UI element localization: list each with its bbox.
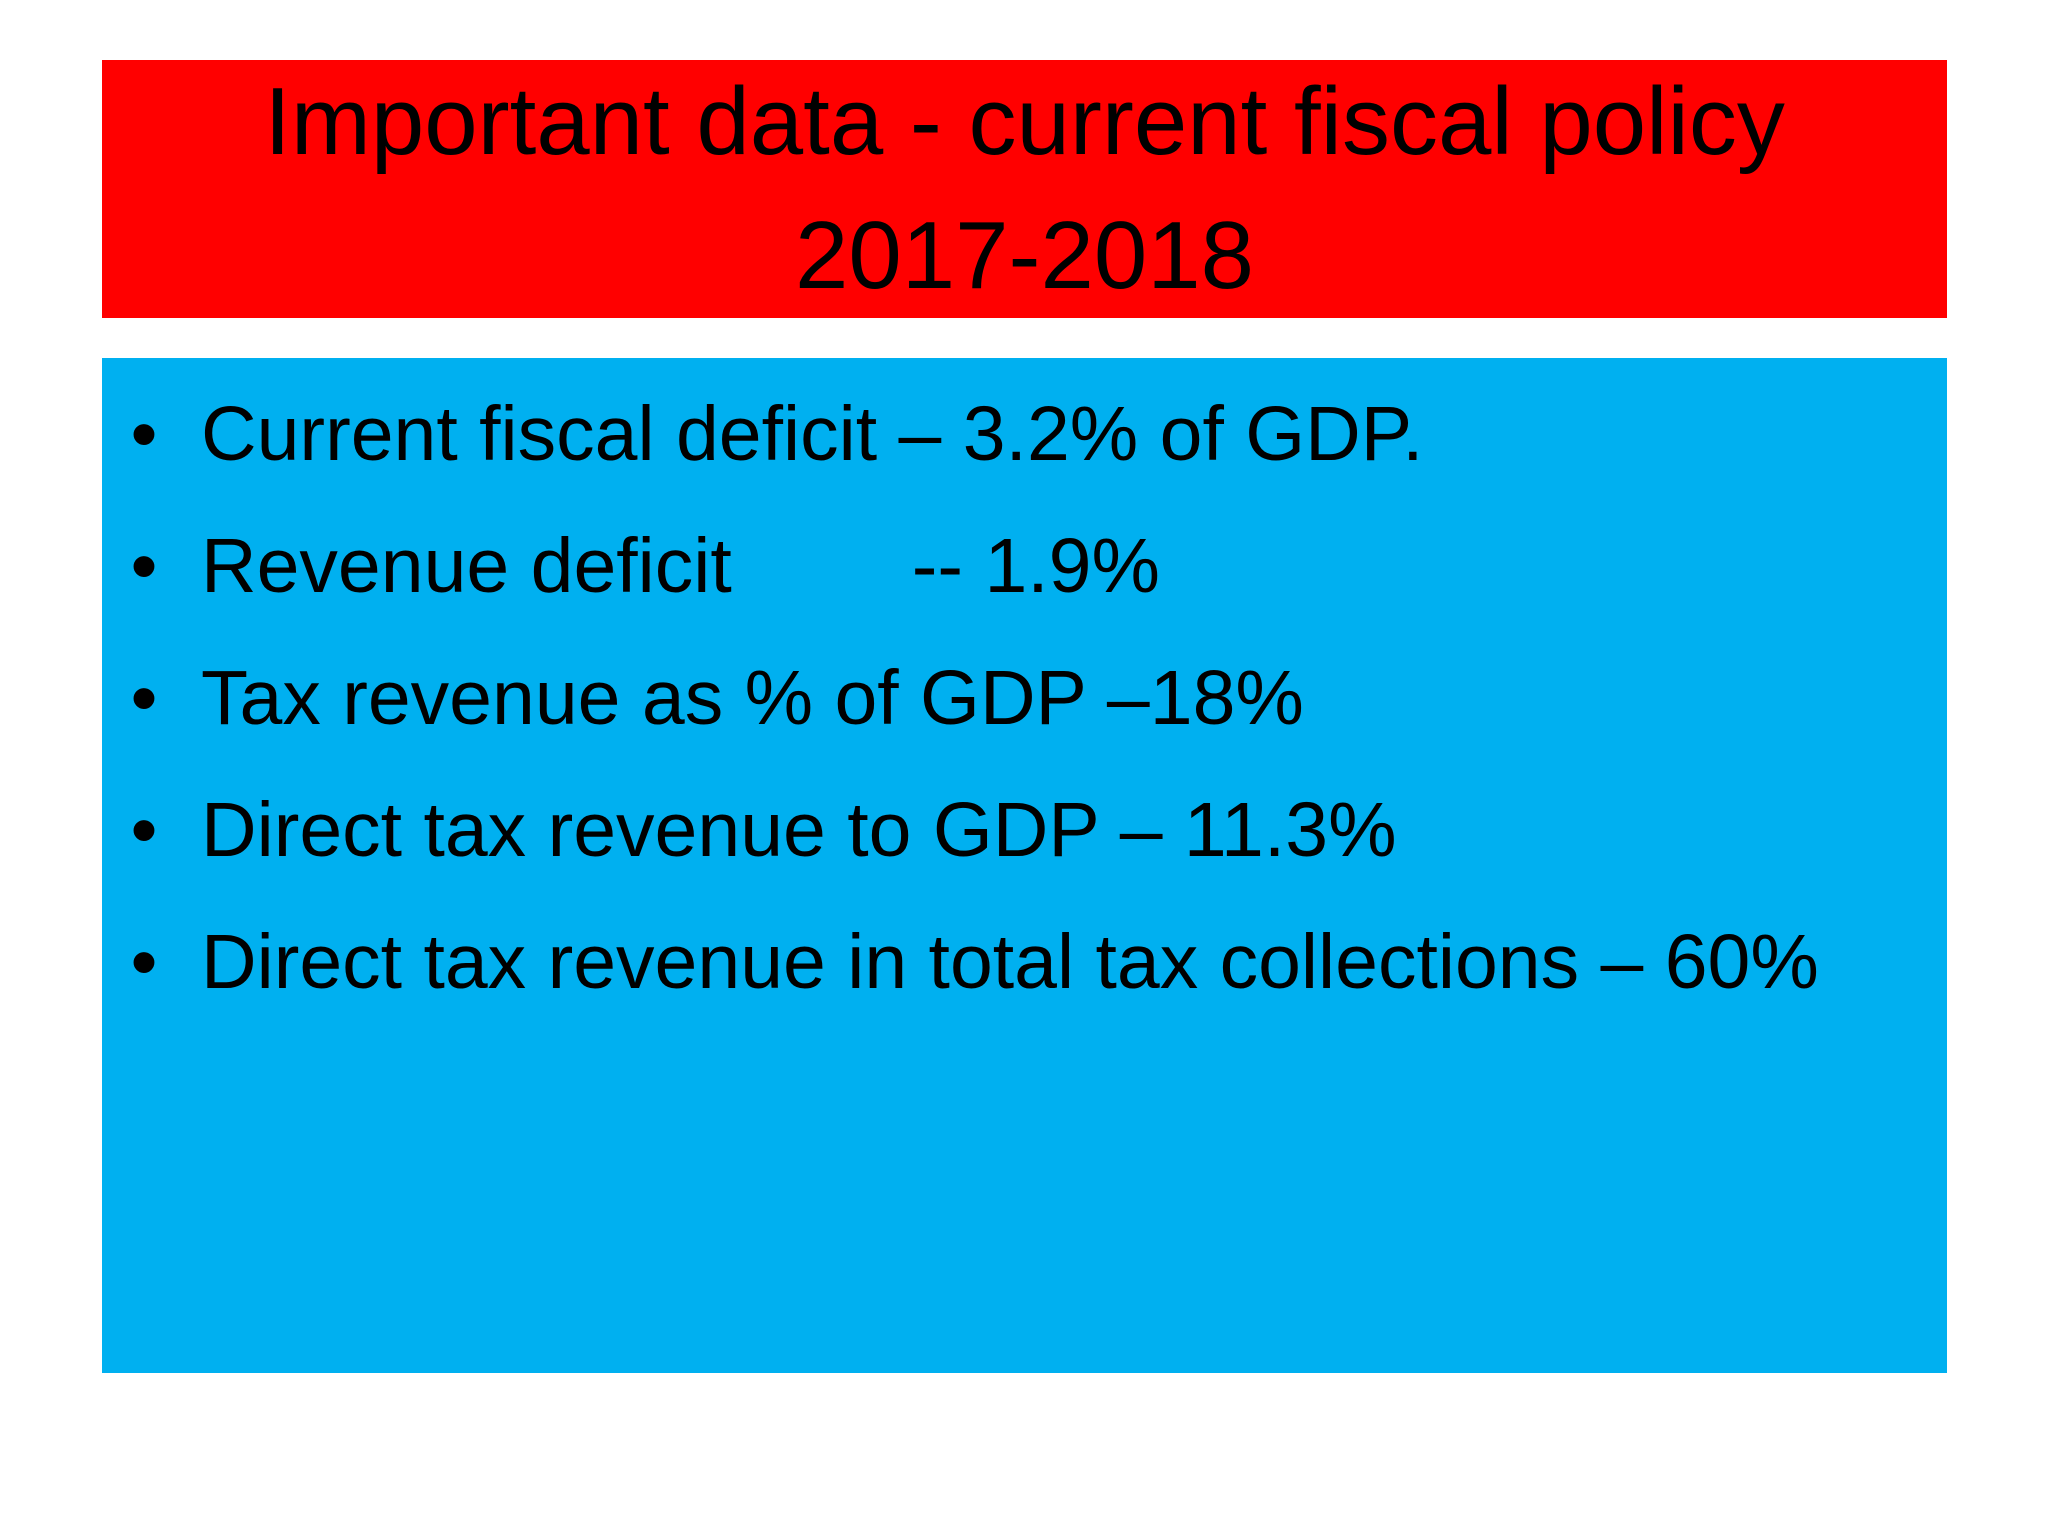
bullet-label: Revenue deficit — [201, 523, 732, 609]
title-banner: Important data - current fiscal policy 2… — [102, 60, 1947, 318]
bullet-fiscal-deficit: • Current fiscal deficit – 3.2% of GDP. — [102, 378, 1947, 490]
bullet-text: Current fiscal deficit – 3.2% of GDP. — [201, 391, 1424, 477]
bullet-text: Direct tax revenue in total tax collecti… — [201, 919, 1819, 1005]
bullet-list: • Current fiscal deficit – 3.2% of GDP. … — [102, 378, 1947, 1018]
bullet-revenue-deficit: • Revenue deficit -- 1.9% — [102, 510, 1947, 622]
bullet-value: -- 1.9% — [911, 523, 1160, 609]
bullet-icon: • — [130, 391, 158, 477]
bullet-direct-tax-gdp: • Direct tax revenue to GDP – 11.3% — [102, 774, 1947, 886]
slide-title-line-2: 2017-2018 — [794, 202, 1255, 309]
bullet-icon: • — [130, 655, 158, 741]
bullet-tax-revenue-gdp: • Tax revenue as % of GDP –18% — [102, 642, 1947, 754]
bullet-icon: • — [130, 919, 158, 1005]
bullet-direct-tax-share: • Direct tax revenue in total tax collec… — [102, 906, 1851, 1018]
bullet-icon: • — [130, 523, 158, 609]
content-panel: • Current fiscal deficit – 3.2% of GDP. … — [102, 358, 1947, 1373]
slide-title-line-1: Important data - current fiscal policy — [264, 68, 1785, 175]
bullet-text: Direct tax revenue to GDP – 11.3% — [201, 787, 1397, 873]
bullet-icon: • — [130, 787, 158, 873]
bullet-text: Tax revenue as % of GDP –18% — [201, 655, 1304, 741]
